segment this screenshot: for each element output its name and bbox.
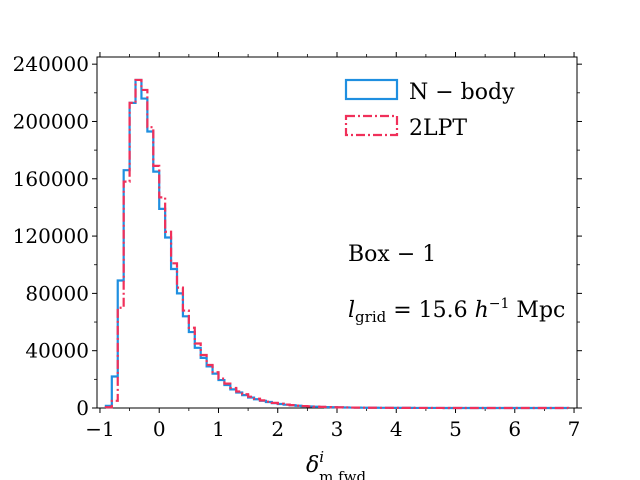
histogram-series (104, 78, 570, 410)
x-tick-label: −1 (85, 417, 114, 441)
y-tick-label: 40000 (25, 339, 89, 363)
annotation-grid-scale: lgrid = 15.6 h−1 Mpc (348, 296, 565, 326)
legend: N − body 2LPT (344, 78, 515, 141)
series-nbody-histogram (104, 78, 570, 410)
x-tick-label: 7 (568, 417, 581, 441)
legend-label-2lpt: 2LPT (409, 116, 467, 141)
legend-label-nbody: N − body (409, 80, 515, 105)
x-tick-label: 5 (449, 417, 462, 441)
y-axis-ticks: 0 40000 80000 120000 160000 200000 240000 (13, 52, 582, 420)
x-tick-label: 4 (390, 417, 403, 441)
x-tick-label: 1 (212, 417, 225, 441)
y-tick-label: 80000 (25, 281, 89, 305)
x-tick-label: 2 (271, 417, 284, 441)
y-tick-label: 120000 (13, 224, 89, 248)
plot-frame (96, 56, 578, 409)
y-tick-label: 160000 (13, 167, 89, 191)
legend-swatch-2lpt (344, 114, 399, 137)
x-tick-label: 6 (508, 417, 521, 441)
x-axis-label: δi m,fwd (306, 448, 366, 480)
annotation-box: Box − 1 (348, 242, 436, 267)
x-tick-label: 3 (331, 417, 344, 441)
x-axis-ticks: −1 0 1 2 3 4 5 6 7 (85, 52, 580, 441)
y-tick-label: 200000 (13, 109, 89, 133)
series-2lpt-histogram (104, 78, 570, 410)
y-tick-label: 240000 (13, 52, 89, 76)
y-tick-label: 0 (76, 396, 89, 420)
legend-swatch-nbody (344, 78, 399, 101)
x-tick-label: 0 (153, 417, 166, 441)
